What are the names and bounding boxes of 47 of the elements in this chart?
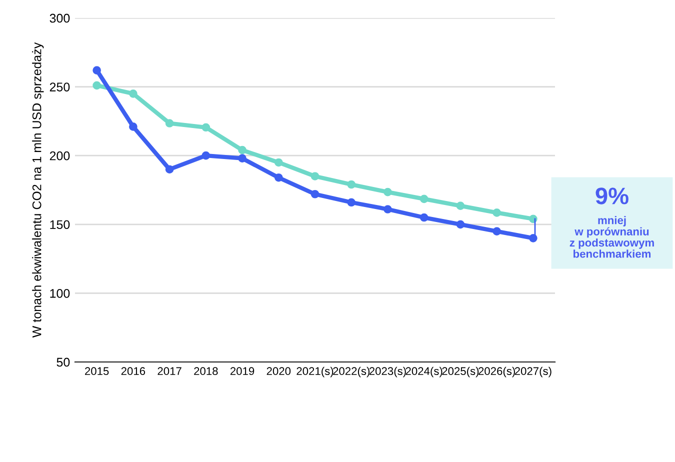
text: 9% [596, 188, 628, 204]
x-tick-label: 2024(s) [406, 366, 442, 378]
point [456, 220, 465, 229]
y-tick-label: 300 [50, 14, 70, 23]
x-tick-label: 2023(s) [369, 366, 406, 378]
y-tick-label: 250 [50, 82, 70, 92]
y-tick-label: 50 [56, 358, 70, 367]
y-tick-label: 200 [50, 151, 70, 160]
point [310, 190, 320, 198]
point [347, 198, 356, 207]
point [310, 172, 320, 180]
x-tick-label: 2026(s) [478, 366, 515, 378]
point [92, 66, 101, 74]
point [202, 151, 210, 160]
point [492, 208, 501, 217]
point [92, 81, 101, 90]
point [456, 202, 465, 210]
x-tick-label: 2019 [230, 367, 254, 376]
point [238, 146, 246, 154]
text: mniej w porównaniu z podstawowym benchmarkiem [570, 216, 654, 258]
point [274, 158, 283, 167]
x-tick-label: 2021(s) [296, 366, 334, 378]
point [420, 194, 428, 204]
x-tick-label: 2020 [266, 367, 291, 376]
x-tick-label: 2022(s) [333, 366, 370, 378]
x-tick-label: 2025(s) [442, 366, 479, 378]
point [384, 188, 392, 196]
point [420, 213, 428, 222]
point [274, 173, 283, 182]
point [529, 234, 538, 242]
point [165, 165, 174, 174]
point [165, 119, 174, 128]
x-tick-label: 2017 [158, 367, 182, 376]
y-tick-label: 100 [50, 289, 70, 298]
point [238, 154, 246, 163]
y-axis-title: W tonach ekwiwalentu CO2 na 1 mln USD sprzedaży [32, 42, 44, 338]
point [202, 123, 210, 132]
x-tick-label: 2016 [121, 367, 146, 376]
point [347, 180, 356, 189]
point [384, 205, 392, 214]
x-tick-label: 2027(s) [514, 366, 552, 378]
x-tick-label: 2015 [85, 367, 109, 376]
point [492, 227, 501, 236]
x-tick-label: 2018 [194, 367, 218, 376]
point [129, 90, 138, 98]
y-tick-label: 150 [50, 220, 70, 230]
point [129, 122, 138, 131]
